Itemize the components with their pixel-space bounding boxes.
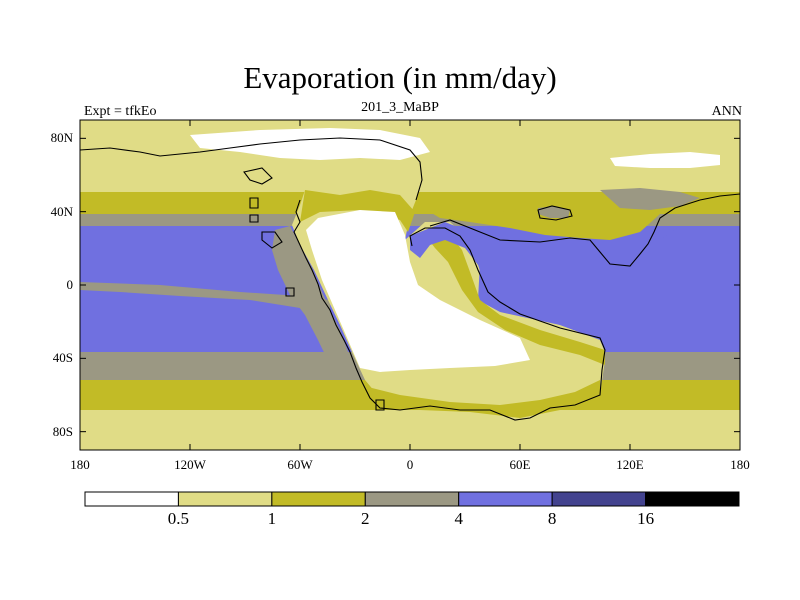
lon-tick-label: 120E [616, 457, 644, 472]
lat-tick-label: 80N [50, 130, 73, 146]
lon-tick-label: 180 [70, 457, 90, 472]
band-south-polar [80, 410, 740, 450]
colorbar-boundary-label: 0.5 [167, 509, 190, 528]
colorbar-boundary-label: 4 [454, 509, 463, 528]
season-label: ANN [711, 104, 742, 119]
coastlines [80, 137, 740, 421]
inland-gray-lake [538, 206, 570, 218]
colorbar-swatch [84, 491, 179, 507]
lat-tick-label: 40S [52, 350, 73, 366]
colorbar-swatch [551, 491, 647, 507]
colorbar-boundary-label: 8 [547, 509, 557, 528]
continent-white-desert [306, 210, 530, 372]
lat-tick-label: 40N [50, 203, 73, 219]
tethys-ocean [410, 222, 740, 352]
lat-tick-label: 80S [52, 423, 73, 439]
case-label: 201_3_MaBP [361, 100, 439, 115]
colorbar [84, 491, 740, 507]
east-coast-olive [425, 232, 605, 365]
colorbar-swatch [177, 491, 273, 507]
lon-tick-label: 180 [730, 457, 750, 472]
lat-tick-label: 0 [66, 277, 74, 292]
continent-olive-rim [300, 190, 415, 232]
map-field [80, 120, 740, 450]
colorbar-swatch [271, 491, 366, 507]
colorbar-swatch [458, 491, 553, 507]
colorbar-swatch [645, 491, 740, 507]
north-continent-olive [430, 200, 660, 240]
experiment-label: Expt = tfkEo [84, 104, 157, 119]
lon-tick-label: 0 [406, 457, 414, 472]
tick-marks [79, 120, 741, 450]
lon-tick-label: 120W [174, 457, 206, 472]
northeast-gray [600, 188, 700, 210]
arctic-white-patch-east [610, 152, 720, 168]
map-title: Evaporation (in mm/day) [243, 60, 557, 95]
lon-tick-label: 60W [287, 457, 313, 472]
continent-south-olive [360, 380, 600, 418]
colorbar-swatch [364, 491, 460, 507]
arctic-white-patch [190, 128, 430, 160]
east-pacific-coastal-gray [272, 226, 352, 365]
pacific-gray-tongue [80, 282, 330, 312]
lon-tick-label: 60E [509, 457, 531, 472]
colorbar-boundary-label: 16 [637, 509, 655, 528]
colorbar-boundary-label: 2 [361, 509, 370, 528]
colorbar-boundary-label: 1 [267, 509, 277, 528]
